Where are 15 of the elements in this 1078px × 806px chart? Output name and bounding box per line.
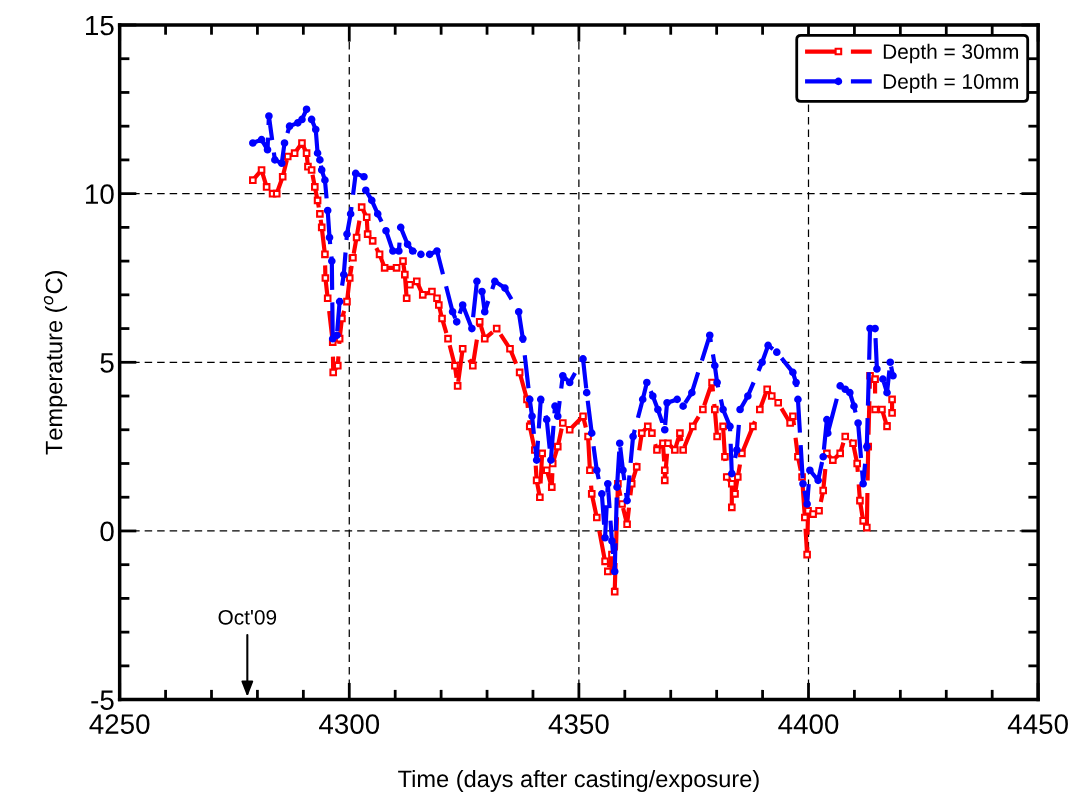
y-axis-title: Temperature ($^{o}$C) — [43, 271, 68, 455]
legend-label: Depth = 10mm — [883, 73, 1018, 93]
x-axis-title: Time (days after casting/exposure) — [398, 769, 759, 792]
x-tick-label: 4400 — [778, 714, 839, 734]
y-tick-label: -5 — [91, 690, 114, 710]
x-tick-label: 4450 — [1007, 714, 1068, 734]
y-tick-label: 15 — [86, 15, 114, 36]
y-tick-label: 5 — [100, 353, 114, 373]
x-tick-label: 4300 — [319, 714, 380, 734]
annotation: Oct'09 — [218, 609, 277, 625]
legend-label: Depth = 30mm — [883, 43, 1018, 64]
y-tick-label: 0 — [100, 521, 114, 542]
x-tick-label: 4350 — [548, 714, 609, 734]
x-tick-label: 4250 — [89, 714, 150, 734]
y-tick-label: 10 — [86, 184, 114, 204]
